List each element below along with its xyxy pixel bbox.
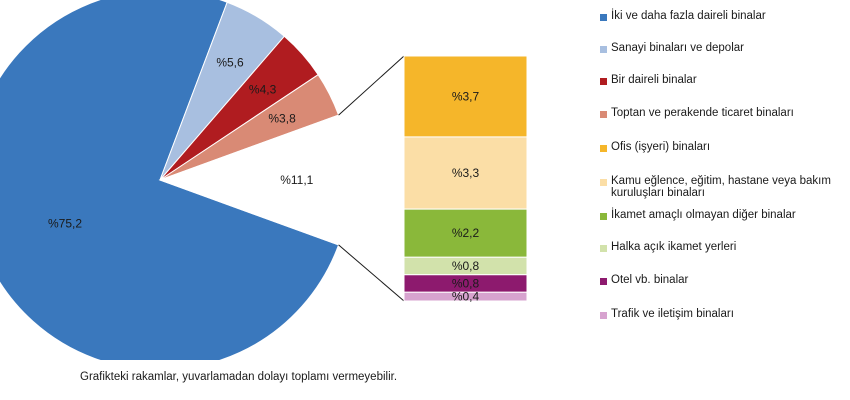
legend-label: İkamet amaçlı olmayan diğer binalar	[611, 209, 796, 221]
legend-label: Toptan ve perakende ticaret binaları	[611, 107, 794, 119]
legend-label: Bir daireli binalar	[611, 74, 697, 86]
legend-swatch	[600, 213, 607, 220]
connector-line-bottom	[338, 244, 405, 302]
bar-segment-2	[403, 136, 528, 210]
legend-swatch	[600, 78, 607, 85]
legend-swatch	[600, 46, 607, 53]
bar-segment-label-4: %0,8	[452, 259, 480, 273]
legend-item: Bir daireli binalar	[600, 74, 849, 86]
bar-segment-label-6: %0,4	[452, 290, 480, 304]
legend-swatch	[600, 14, 607, 21]
legend-swatch	[600, 111, 607, 118]
breakdown-stacked-bar: %3,7%3,3%2,2%0,8%0,8%0,4	[403, 55, 528, 304]
pie-slice-label-5: %11,1	[280, 173, 313, 187]
legend-swatch	[600, 145, 607, 152]
legend-item: İki ve daha fazla daireli binalar	[600, 10, 849, 22]
legend-item: Ofis (işyeri) binaları	[600, 141, 849, 153]
legend-item: Otel vb. binalar	[600, 274, 849, 286]
pie-slice-1	[0, 0, 340, 360]
legend-label: Ofis (işyeri) binaları	[611, 141, 711, 153]
legend-label: İki ve daha fazla daireli binalar	[611, 10, 766, 22]
pie-slice-label-3: %4,3	[249, 83, 277, 97]
bar-segment-label-1: %3,7	[452, 89, 480, 103]
legend-item: Sanayi binaları ve depolar	[600, 42, 849, 54]
legend-swatch	[600, 245, 607, 252]
footnote: Grafikteki rakamlar, yuvarlamadan dolayı…	[80, 371, 398, 383]
legend-label: Otel vb. binalar	[611, 274, 689, 286]
bar-segment-6	[403, 291, 528, 302]
pie-slice-label-1: %75,2	[48, 217, 82, 231]
legend-item: Trafik ve iletişim binaları	[600, 308, 849, 320]
legend: İki ve daha fazla daireli binalar Sanayi …	[600, 0, 850, 340]
bar-segment-label-5: %0,8	[452, 277, 480, 291]
bar-segment-label-3: %2,2	[452, 226, 480, 240]
legend-label: Trafik ve iletişim binaları	[611, 308, 734, 320]
legend-item: Kamu eğlence, eğitim, hastane veya bakım…	[600, 175, 849, 199]
legend-label: Sanayi binaları ve depolar	[611, 42, 744, 54]
pie-group: %75,2 %5,6 %4,3 %3,8 %11,1	[0, 0, 351, 360]
legend-swatch	[600, 179, 607, 186]
bar-segment-1	[403, 55, 528, 138]
legend-item: Halka açık ikamet yerleri	[600, 241, 849, 253]
pie-of-bar-chart: %75,2 %5,6 %4,3 %3,8 %11,1 %3,7 %3,3 %2,2 %0,8%…	[0, 0, 528, 360]
bar-segment-label-2: %3,3	[452, 166, 480, 180]
pie-slice-5	[158, 114, 351, 246]
legend-swatch	[600, 312, 607, 319]
legend-label: Halka açık ikamet yerleri	[611, 241, 737, 253]
legend-item: Toptan ve perakende ticaret binaları	[600, 107, 849, 119]
legend-swatch	[600, 278, 607, 285]
connector-lines	[338, 55, 405, 302]
pie-slice-label-2: %5,6	[216, 55, 244, 69]
pie-slice-label-4: %3,8	[268, 111, 296, 125]
legend-item: İkamet amaçlı olmayan diğer binalar	[600, 209, 849, 221]
connector-line-top	[338, 55, 405, 116]
legend-label: Kamu eğlence, eğitim, hastane veya bakım…	[611, 175, 831, 199]
